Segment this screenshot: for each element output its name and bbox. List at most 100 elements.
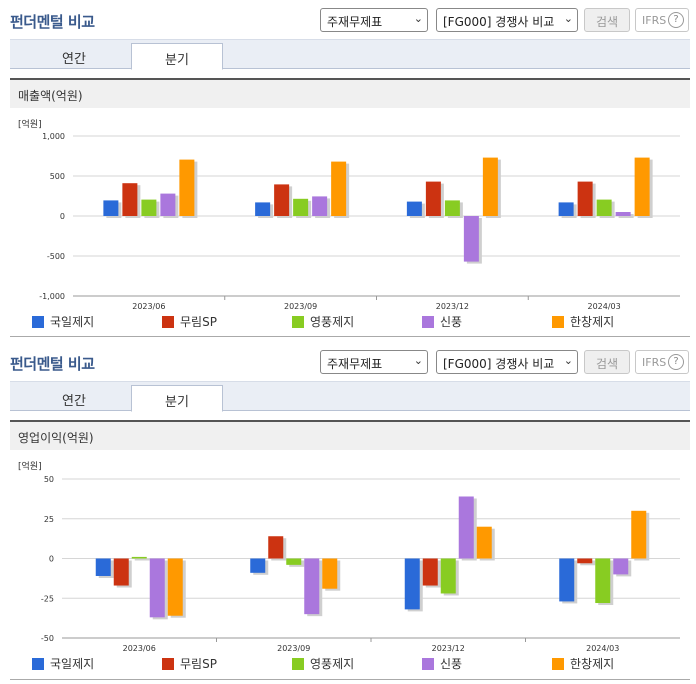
y-tick-label: 25 [44,515,54,524]
chevron-down-icon: ⌄ [563,354,573,367]
peer-select-value: [FG000] 경쟁사 비교 [443,15,555,29]
x-tick-label: 2023/12 [432,644,465,653]
bar[interactable] [160,193,176,216]
help-icon[interactable]: ? [668,12,684,28]
legend-label: 국일제지 [50,315,95,329]
unit-label: [억원] [18,462,42,472]
bar[interactable] [304,558,320,615]
bar[interactable] [268,536,284,559]
bar[interactable] [458,496,474,559]
x-tick-label: 2023/06 [123,644,156,653]
bar[interactable] [558,202,574,216]
legend-swatch [292,658,304,670]
unit-label: [억원] [18,120,42,130]
statement-select[interactable]: 주재무제표 ⌄ [320,8,428,32]
legend-item[interactable]: 한창제지 [552,655,614,672]
bar[interactable] [613,558,629,575]
legend-item[interactable]: 국일제지 [32,655,94,672]
search-button[interactable]: 검색 [584,8,630,32]
bar[interactable] [322,558,338,589]
search-button[interactable]: 검색 [584,350,630,374]
peer-select[interactable]: [FG000] 경쟁사 비교 ⌄ [436,8,578,32]
peer-select-value: [FG000] 경쟁사 비교 [443,357,555,371]
bar[interactable] [255,202,271,216]
bar[interactable] [95,558,111,576]
bar-chart-operating-profit: 50 25 0 -25 -50 2023/06 2023/09 2023/12 2024/03 [41,475,680,653]
legend-swatch [552,658,564,670]
chevron-down-icon: ⌄ [563,12,573,25]
bar[interactable] [131,556,147,559]
y-tick-label: -25 [41,594,54,603]
bar[interactable] [250,558,266,573]
bar[interactable] [559,558,575,602]
legend-label: 무림SP [180,315,217,329]
legend-item[interactable]: 영풍제지 [292,655,354,672]
bar[interactable] [634,157,650,216]
bar[interactable] [444,200,460,216]
legend-item[interactable]: 국일제지 [32,313,94,330]
legend-item[interactable]: 신풍 [422,655,462,672]
ifrs-label: IFRS [642,14,667,27]
bar[interactable] [440,558,456,594]
bar[interactable] [312,196,328,216]
legend-swatch [552,316,564,328]
ifrs-toggle[interactable]: IFRS ? [635,8,689,32]
bar[interactable] [149,558,165,618]
bar[interactable] [596,199,612,216]
tab-annual[interactable]: 연간 [62,52,86,67]
bar[interactable] [122,183,138,216]
bar[interactable] [577,558,593,564]
legend-item[interactable]: 신풍 [422,313,462,330]
bar[interactable] [274,184,290,216]
bar[interactable] [179,159,195,216]
legend-item[interactable]: 한창제지 [552,313,614,330]
legend-swatch [32,316,44,328]
tab-quarterly[interactable]: 분기 [131,43,223,70]
legend-label: 한창제지 [570,315,615,329]
bar[interactable] [286,558,302,565]
bar[interactable] [463,216,479,262]
statement-select[interactable]: 주재무제표 ⌄ [320,350,428,374]
help-icon[interactable]: ? [668,354,684,370]
y-tick-label: -500 [47,252,65,261]
legend-item[interactable]: 무림SP [162,313,217,330]
bar[interactable] [425,181,441,216]
legend-swatch [32,658,44,670]
bar[interactable] [577,181,593,216]
section-title: 펀더멘털 비교 [10,13,95,31]
bar[interactable] [615,212,631,216]
legend-label: 영풍제지 [310,315,355,329]
x-tick-label: 2023/09 [284,302,317,311]
bar[interactable] [167,558,183,616]
bar[interactable] [406,201,422,216]
bar[interactable] [476,526,492,559]
bar[interactable] [293,198,309,216]
legend-item[interactable]: 무림SP [162,655,217,672]
tab-annual[interactable]: 연간 [62,394,86,409]
bar[interactable] [141,199,157,216]
bar[interactable] [422,558,438,586]
ifrs-toggle[interactable]: IFRS ? [635,350,689,374]
panel-header: 펀더멘털 비교 주재무제표 ⌄ [FG000] 경쟁사 비교 ⌄ 검색 IFRS… [0,0,696,36]
bar[interactable] [331,161,347,216]
chart-legend: 국일제지 무림SP 영풍제지 신풍 한창제지 [0,313,696,331]
divider [10,336,690,337]
legend-item[interactable]: 영풍제지 [292,313,354,330]
tab-quarterly[interactable]: 분기 [131,385,223,412]
statement-select-value: 주재무제표 [327,15,383,29]
x-tick-label: 2023/09 [277,644,310,653]
bar[interactable] [404,558,420,610]
panel-header: 펀더멘털 비교 주재무제표 ⌄ [FG000] 경쟁사 비교 ⌄ 검색 IFRS… [0,342,696,378]
metric-title: 매출액(억원) [10,78,690,108]
bar[interactable] [113,558,129,586]
x-tick-label: 2023/06 [132,302,165,311]
legend-label: 신풍 [440,657,463,671]
bar[interactable] [482,157,498,216]
bar[interactable] [595,558,611,604]
y-tick-label: 0 [60,212,65,221]
legend-swatch [422,316,434,328]
bar[interactable] [631,510,647,559]
bar[interactable] [103,200,119,216]
peer-select[interactable]: [FG000] 경쟁사 비교 ⌄ [436,350,578,374]
chevron-down-icon: ⌄ [413,354,423,367]
